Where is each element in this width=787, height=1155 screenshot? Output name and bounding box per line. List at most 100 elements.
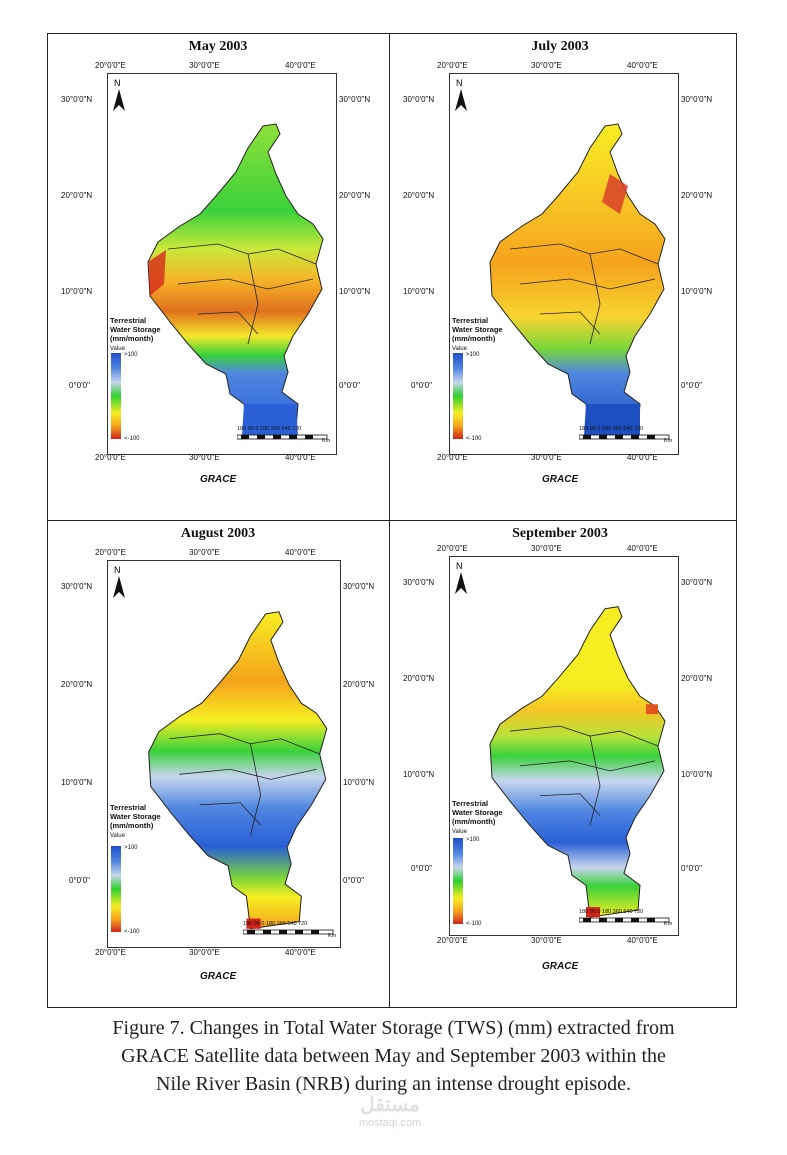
lat-label: 10°0'0"N <box>343 778 375 787</box>
lon-label: 20°0'0"E <box>437 61 468 70</box>
lon-label: 20°0'0"E <box>437 453 468 462</box>
lat-label: 0°0'0" <box>339 381 360 390</box>
scale-ticks: 180 90 0 180 360 540 720 <box>243 921 308 927</box>
legend-value-label: Value <box>452 346 467 352</box>
lat-label: 10°0'0"N <box>61 778 93 787</box>
panel-divider-horizontal <box>47 520 737 521</box>
lat-label: 20°0'0"N <box>403 191 435 200</box>
legend-high: >100 <box>466 837 480 843</box>
panel-title: July 2003 <box>531 39 589 54</box>
lat-label: 0°0'0" <box>343 876 364 885</box>
legend-low: <-100 <box>466 436 482 442</box>
lat-label: 0°0'0" <box>681 864 702 873</box>
watermark: مستقل mostaqi.com <box>330 1092 450 1129</box>
legend-low: <-100 <box>466 921 482 927</box>
lon-label: 20°0'0"E <box>95 453 126 462</box>
svg-text:N: N <box>114 78 121 88</box>
legend-color-ramp <box>453 353 463 439</box>
panel-title: May 2003 <box>188 39 248 54</box>
lat-label: 30°0'0"N <box>61 582 93 591</box>
legend-title: Terrestrial Water Storage (mm/month) <box>110 316 161 343</box>
map-area <box>107 73 337 455</box>
watermark-logo: مستقل <box>360 1094 420 1116</box>
lat-label: 0°0'0" <box>69 876 90 885</box>
lon-label: 40°0'0"E <box>627 61 658 70</box>
lat-label: 20°0'0"N <box>343 680 375 689</box>
legend-low: <-100 <box>124 929 140 935</box>
lat-label: 10°0'0"N <box>403 287 435 296</box>
legend-value-label: Value <box>110 833 125 839</box>
legend-title: Terrestrial Water Storage (mm/month) <box>452 799 503 826</box>
map-area <box>449 73 679 455</box>
lat-label: 10°0'0"N <box>403 770 435 779</box>
lat-label: 30°0'0"N <box>681 578 713 587</box>
lat-label: 20°0'0"N <box>339 191 371 200</box>
map-area <box>449 556 679 936</box>
svg-text:N: N <box>456 78 463 88</box>
scale-unit: Km <box>664 921 673 927</box>
lon-label: 30°0'0"E <box>531 936 562 945</box>
map-panel-september: September 2003 20°0'0"E 30°0'0"E 40°0'0"… <box>389 520 731 1007</box>
map-panel-august: August 2003 20°0'0"E 30°0'0"E 40°0'0"E <box>47 520 389 1007</box>
scale-ticks: 180 90 0 180 360 540 720 <box>579 909 644 915</box>
map-panel-july: July 2003 20°0'0"E 30°0'0"E 40°0'0"E 30 <box>389 33 731 520</box>
north-arrow-icon: N <box>455 561 467 594</box>
caption-line: GRACE Satellite data between May and Sep… <box>121 1045 666 1067</box>
lat-label: 0°0'0" <box>69 381 90 390</box>
lat-label: 30°0'0"N <box>403 95 435 104</box>
lat-label: 20°0'0"N <box>403 674 435 683</box>
lat-label: 20°0'0"N <box>681 674 713 683</box>
scale-bar <box>237 434 328 440</box>
svg-text:N: N <box>114 565 121 575</box>
lon-label: 40°0'0"E <box>285 948 316 957</box>
lat-label: 10°0'0"N <box>61 287 93 296</box>
lon-label: 40°0'0"E <box>627 453 658 462</box>
map-panel-may: May 2003 20°0'0"E 30°0'0"E 40°0'0"E <box>47 33 389 520</box>
lon-label: 20°0'0"E <box>95 948 126 957</box>
lat-label: 10°0'0"N <box>681 770 713 779</box>
legend-low: <-100 <box>124 436 140 442</box>
scale-bar <box>243 929 334 935</box>
lon-label: 30°0'0"E <box>531 61 562 70</box>
legend-value-label: Value <box>452 829 467 835</box>
lat-label: 30°0'0"N <box>61 95 93 104</box>
panel-title: August 2003 <box>180 526 256 541</box>
lon-label: 30°0'0"E <box>189 61 220 70</box>
lon-label: 30°0'0"E <box>189 948 220 957</box>
lat-label: 30°0'0"N <box>681 95 713 104</box>
nile-basin-map <box>147 123 324 437</box>
legend-high: >100 <box>124 845 138 851</box>
lat-label: 0°0'0" <box>411 381 432 390</box>
lon-label: 30°0'0"E <box>189 453 220 462</box>
lat-label: 0°0'0" <box>411 864 432 873</box>
panel-title: September 2003 <box>512 526 608 541</box>
source-label: GRACE <box>542 474 579 485</box>
watermark-domain: mostaqi.com <box>358 1117 422 1129</box>
lon-label: 40°0'0"E <box>627 544 658 553</box>
legend-color-ramp <box>453 838 463 924</box>
lat-label: 10°0'0"N <box>681 287 713 296</box>
north-arrow-icon: N <box>113 78 125 111</box>
legend-title: Terrestrial Water Storage (mm/month) <box>452 316 503 343</box>
lon-label: 30°0'0"E <box>531 544 562 553</box>
caption-line: Nile River Basin (NRB) during an intense… <box>156 1073 631 1095</box>
scale-bar <box>579 434 670 440</box>
figure-caption: Figure 7. Changes in Total Water Storage… <box>0 1014 787 1098</box>
lon-label: 20°0'0"E <box>437 544 468 553</box>
map-area <box>107 560 341 948</box>
source-label: GRACE <box>542 961 579 972</box>
nile-basin-map <box>148 611 328 930</box>
north-arrow-icon: N <box>113 565 125 598</box>
legend-high: >100 <box>466 352 480 358</box>
caption-line: Figure 7. Changes in Total Water Storage… <box>112 1017 675 1039</box>
svg-text:N: N <box>456 561 463 571</box>
source-label: GRACE <box>200 971 237 982</box>
lat-label: 30°0'0"N <box>403 578 435 587</box>
legend-value-label: Value <box>110 346 125 352</box>
lon-label: 40°0'0"E <box>285 453 316 462</box>
lon-label: 40°0'0"E <box>285 61 316 70</box>
lat-label: 30°0'0"N <box>339 95 371 104</box>
lon-label: 20°0'0"E <box>95 61 126 70</box>
legend-color-ramp <box>111 846 121 932</box>
scale-bar <box>579 917 670 923</box>
